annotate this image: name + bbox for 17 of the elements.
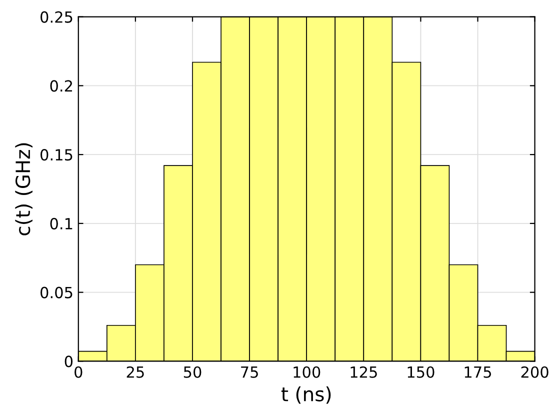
y-tick-label: 0.25 — [40, 11, 72, 23]
x-tick-label: 75 — [241, 366, 258, 378]
y-tick-label: 0.1 — [50, 218, 72, 230]
y-axis-title: c(t) (GHz) — [15, 143, 32, 236]
x-tick-label: 0 — [74, 366, 82, 378]
y-tick-label: 0 — [64, 356, 73, 368]
x-tick-label: 125 — [350, 366, 377, 378]
x-tick-label: 25 — [126, 366, 144, 378]
y-tick-label: 0.15 — [40, 149, 72, 161]
x-tick-label: 175 — [464, 366, 491, 378]
x-tick-label: 50 — [184, 366, 202, 378]
x-tick-label: 100 — [294, 366, 320, 378]
y-tick-label: 0.2 — [50, 80, 72, 92]
x-tick-label: 150 — [408, 366, 434, 378]
x-tick-label: 200 — [521, 366, 548, 378]
x-axis-title: t (ns) — [281, 386, 331, 404]
y-tick-label: 0.05 — [40, 286, 72, 298]
